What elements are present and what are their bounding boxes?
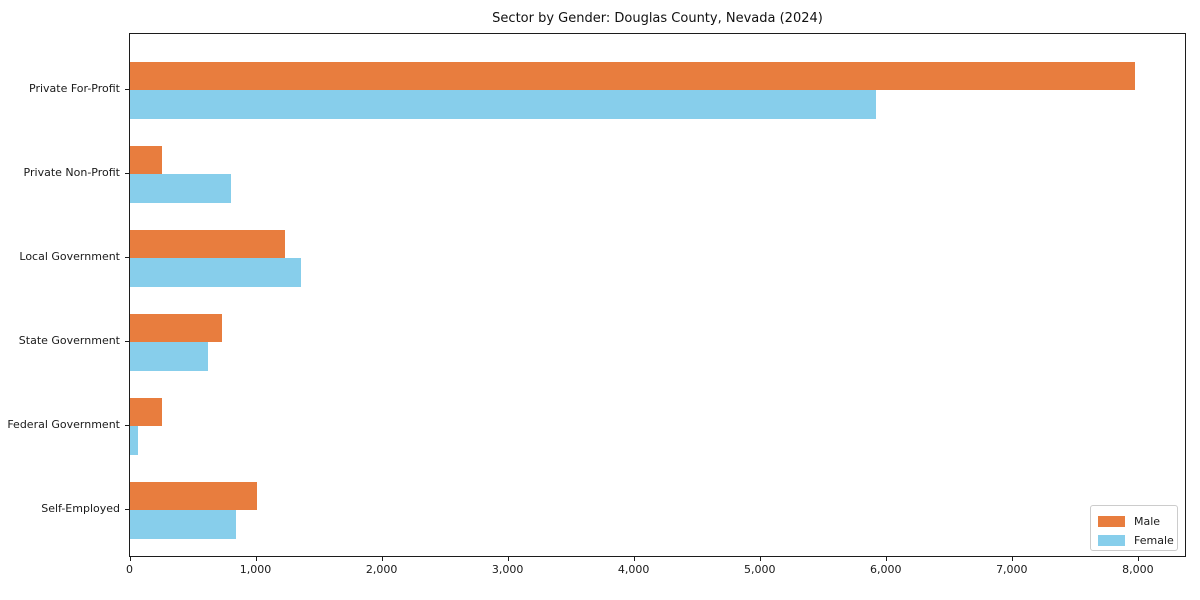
- bar-male-private-for-profit: [130, 61, 1135, 90]
- y-tick-mark: [125, 341, 130, 342]
- x-tick-label-3-000: 3,000: [491, 563, 524, 576]
- y-tick-mark: [125, 89, 130, 90]
- y-tick-mark: [125, 509, 130, 510]
- chart-title: Sector by Gender: Douglas County, Nevada…: [492, 11, 823, 26]
- bar-male-state-government: [130, 313, 222, 342]
- legend: Male Female: [1090, 505, 1178, 551]
- x-tick-label-8-000: 8,000: [1122, 563, 1154, 576]
- x-tick-mark: [633, 557, 635, 561]
- y-tick-label-federal-government: Federal Government: [7, 418, 120, 431]
- y-tick-mark: [125, 173, 130, 174]
- y-tick-label-local-government: Local Government: [19, 250, 120, 263]
- legend-item-male: Male: [1098, 512, 1170, 531]
- legend-swatch-female: [1098, 535, 1125, 546]
- y-tick-label-state-government: State Government: [18, 334, 120, 347]
- bar-female-private-for-profit: [130, 90, 877, 119]
- y-tick-label-private-non-profit: Private Non-Profit: [23, 166, 120, 179]
- y-tick-label-private-for-profit: Private For-Profit: [29, 82, 120, 95]
- bar-male-private-non-profit: [130, 145, 162, 174]
- x-tick-mark: [507, 557, 509, 561]
- x-tick-mark: [759, 557, 761, 561]
- x-tick-mark: [255, 557, 257, 561]
- x-tick-label-0: 0: [126, 563, 133, 576]
- x-tick-label-5-000: 5,000: [743, 563, 776, 576]
- x-tick-label-1-000: 1,000: [239, 563, 272, 576]
- legend-swatch-male: [1098, 516, 1125, 527]
- y-tick-mark: [125, 425, 130, 426]
- bar-female-federal-government: [130, 426, 138, 455]
- bar-female-private-non-profit: [130, 174, 231, 203]
- legend-item-female: Female: [1098, 531, 1174, 550]
- x-tick-mark: [381, 557, 383, 561]
- y-tick-mark: [125, 257, 130, 258]
- bar-male-local-government: [130, 229, 286, 258]
- x-tick-mark: [1137, 557, 1139, 561]
- y-tick-label-self-employed: Self-Employed: [41, 502, 120, 515]
- x-tick-label-4-000: 4,000: [617, 563, 650, 576]
- legend-label-male: Male: [1134, 515, 1161, 528]
- plot-area: [129, 33, 1186, 557]
- bar-male-self-employed: [130, 481, 258, 510]
- bar-female-state-government: [130, 342, 209, 371]
- y-axis-labels: Private For-Profit Private Non-Profit Loca…: [0, 0, 120, 600]
- x-tick-mark: [1011, 557, 1013, 561]
- x-tick-label-2-000: 2,000: [365, 563, 398, 576]
- bar-female-self-employed: [130, 510, 236, 539]
- bar-male-federal-government: [130, 397, 162, 426]
- legend-label-female: Female: [1134, 534, 1174, 547]
- x-tick-label-7-000: 7,000: [996, 563, 1028, 576]
- x-tick-label-6-000: 6,000: [870, 563, 902, 576]
- x-tick-mark: [885, 557, 887, 561]
- x-tick-mark: [129, 557, 131, 561]
- bar-female-local-government: [130, 258, 302, 287]
